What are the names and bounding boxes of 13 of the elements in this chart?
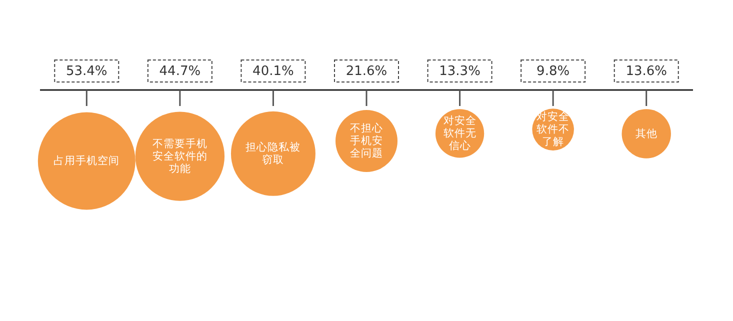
category-label: 不需要手机安全软件的功能: [152, 136, 208, 175]
category-label: 不担心手机安全问题: [350, 121, 383, 160]
category-label: 其他: [635, 126, 658, 140]
data-label: 9.8%: [536, 64, 570, 79]
data-label: 44.7%: [159, 64, 201, 79]
data-label: 53.4%: [66, 64, 108, 79]
category-label: 占用手机空间: [54, 154, 120, 167]
category-label: 担心隐私被窃取: [246, 140, 301, 166]
data-label: 13.3%: [439, 64, 480, 79]
data-label: 21.6%: [346, 64, 388, 79]
data-label: 13.6%: [626, 64, 668, 79]
category-label: 对安全软件无信心: [443, 114, 476, 152]
data-label: 40.1%: [252, 64, 294, 79]
